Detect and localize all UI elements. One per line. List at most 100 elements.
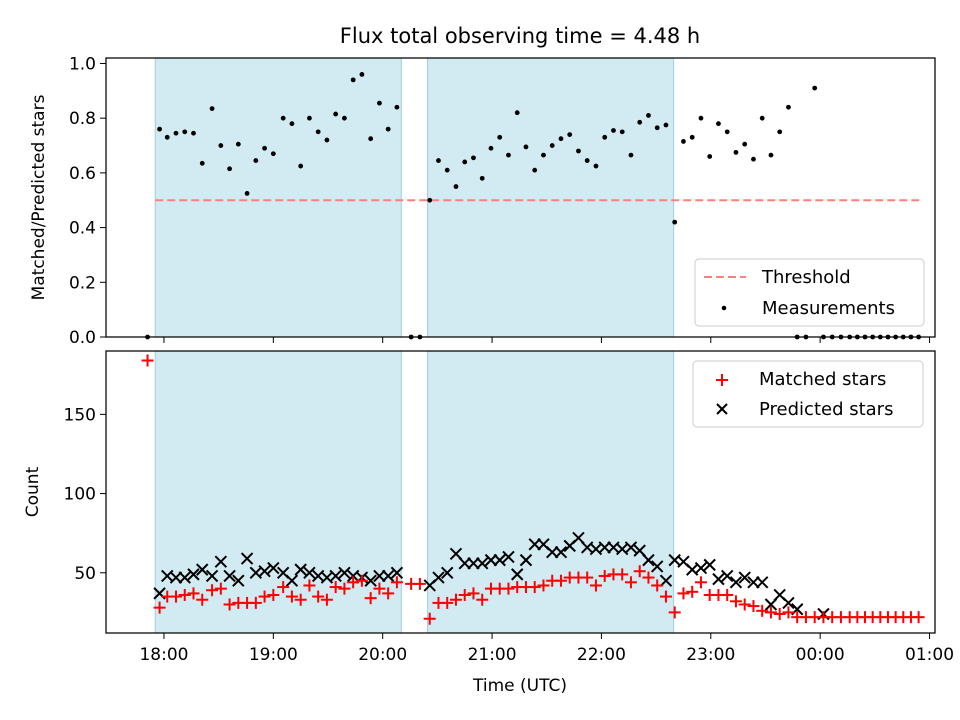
measurement-point — [444, 167, 450, 173]
measurement-point — [742, 141, 748, 147]
matched-star-point — [677, 587, 690, 600]
matched-star-point — [589, 579, 602, 592]
predicted-star-point — [364, 574, 377, 587]
matched-star-point — [449, 593, 462, 606]
matched-star-point — [651, 579, 664, 592]
predicted-star-point — [205, 569, 219, 583]
matched-star-point — [659, 590, 672, 603]
matched-star-point — [169, 590, 182, 603]
matched-star-point — [598, 569, 611, 582]
measurement-point — [654, 125, 660, 131]
predicted-star-point — [519, 553, 533, 567]
measurement-point — [235, 141, 241, 147]
matched-star-point — [196, 593, 209, 606]
matched-star-point — [729, 595, 742, 608]
measurement-point — [262, 145, 267, 151]
measurement-point — [191, 130, 196, 136]
measurement-point — [307, 115, 312, 121]
predicted-star-point — [338, 566, 351, 580]
predicted-star-point — [187, 568, 200, 581]
predicted-star-point — [214, 555, 228, 568]
top-legend: Threshold Measurements — [694, 258, 925, 327]
measurement-point — [716, 121, 721, 127]
matched-star-point — [249, 596, 262, 609]
predicted-star-point — [178, 571, 191, 584]
matched-star-point — [303, 579, 316, 592]
predicted-star-point — [467, 557, 480, 570]
matched-star-point — [912, 611, 925, 624]
matched-star-point — [373, 582, 386, 595]
predicted-star-point — [738, 571, 751, 584]
predicted-star-point — [502, 550, 515, 564]
measurement-point — [646, 113, 651, 118]
matched-star-point — [413, 577, 426, 590]
measurement-point — [315, 129, 321, 135]
measurement-point — [558, 136, 564, 142]
top-x-ticks — [163, 337, 931, 343]
measurement-point — [427, 197, 433, 203]
predicted-star-point — [294, 563, 307, 576]
matched-star-point — [294, 593, 307, 606]
matched-star-point — [721, 588, 734, 601]
measurement-point — [350, 77, 356, 83]
y-tick-label: 0.0 — [69, 328, 96, 348]
count-series — [141, 354, 925, 625]
predicted-star-point — [703, 558, 716, 572]
measurement-point — [689, 134, 695, 140]
measurement-point — [244, 190, 250, 196]
predicted-star-point — [169, 571, 183, 584]
measurement-point — [532, 167, 538, 173]
matched-star-point — [502, 582, 515, 595]
top-axes-frame — [105, 57, 936, 338]
measurement-point — [506, 152, 511, 158]
predicted-star-point — [659, 574, 673, 587]
y-tick-label: 50 — [74, 564, 96, 584]
predicted-star-point — [390, 566, 404, 580]
measurement-point — [663, 122, 669, 128]
measurement-point — [602, 134, 608, 140]
measurement-point — [453, 184, 459, 189]
predicted-star-point — [223, 569, 236, 583]
y-tick-label: 0.6 — [69, 164, 96, 184]
measurement-point — [812, 85, 818, 91]
measurement-point — [359, 72, 365, 77]
matched-star-point — [764, 606, 777, 619]
measurement-point — [385, 126, 391, 132]
matched-star-point — [320, 593, 333, 606]
legend-predicted-swatch — [716, 403, 728, 415]
predicted-star-point — [285, 574, 299, 587]
x-tick-label: 00:00 — [796, 645, 845, 665]
measurement-point — [471, 155, 476, 161]
bottom-legend-box — [692, 360, 924, 428]
legend-measurements-label: Measurements — [762, 298, 895, 319]
measurement-point — [584, 158, 590, 163]
matched-star-point — [382, 587, 395, 600]
matched-star-point — [528, 581, 541, 594]
bottom-panel: 18:00 19:00 20:00 21:00 22:00 23:00 00:00 01:00… — [23, 350, 954, 696]
matched-star-point — [258, 590, 271, 603]
predicted-star-point — [511, 568, 524, 581]
bottom-legend: Matched stars Predicted stars — [692, 360, 924, 428]
x-tick-label: 19:00 — [249, 645, 298, 665]
matched-star-point — [347, 576, 360, 589]
measurement-point — [333, 111, 339, 117]
measurement-point — [289, 121, 295, 127]
shaded-interval — [427, 350, 675, 634]
y-tick-label: 100 — [64, 485, 96, 505]
matched-star-point — [267, 588, 280, 601]
matched-star-point — [747, 600, 760, 613]
measurement-point — [514, 110, 520, 116]
measurement-point — [324, 137, 330, 143]
measurement-point — [199, 160, 205, 166]
x-tick-label: 21:00 — [468, 645, 517, 665]
y-tick-label: 0.2 — [69, 273, 96, 293]
measurement-point — [751, 156, 756, 162]
measurement-point — [523, 144, 529, 150]
measurement-point — [567, 132, 573, 137]
predicted-star-point — [458, 557, 471, 570]
matched-star-point — [178, 588, 191, 601]
predicted-star-point — [240, 552, 254, 565]
matched-star-point — [581, 571, 594, 584]
matched-star-point — [355, 574, 368, 587]
predicted-star-point — [303, 566, 316, 580]
